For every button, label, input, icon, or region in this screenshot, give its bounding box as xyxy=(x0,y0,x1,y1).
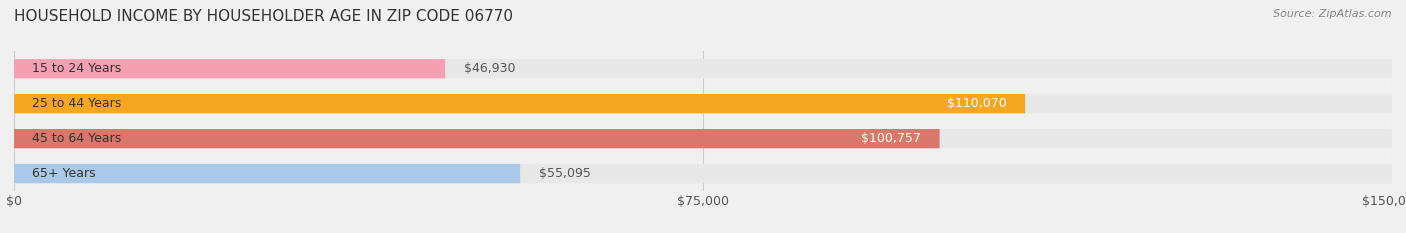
Text: 65+ Years: 65+ Years xyxy=(32,167,96,180)
FancyBboxPatch shape xyxy=(14,164,520,183)
Text: HOUSEHOLD INCOME BY HOUSEHOLDER AGE IN ZIP CODE 06770: HOUSEHOLD INCOME BY HOUSEHOLDER AGE IN Z… xyxy=(14,9,513,24)
FancyBboxPatch shape xyxy=(14,59,446,78)
Text: $110,070: $110,070 xyxy=(948,97,1007,110)
FancyBboxPatch shape xyxy=(14,129,939,148)
Text: $46,930: $46,930 xyxy=(464,62,515,75)
Text: $100,757: $100,757 xyxy=(862,132,921,145)
FancyBboxPatch shape xyxy=(14,94,1392,113)
FancyBboxPatch shape xyxy=(14,59,1392,78)
Text: 45 to 64 Years: 45 to 64 Years xyxy=(32,132,122,145)
Text: 15 to 24 Years: 15 to 24 Years xyxy=(32,62,122,75)
Text: $55,095: $55,095 xyxy=(538,167,591,180)
FancyBboxPatch shape xyxy=(14,164,1392,183)
Text: Source: ZipAtlas.com: Source: ZipAtlas.com xyxy=(1274,9,1392,19)
Text: 25 to 44 Years: 25 to 44 Years xyxy=(32,97,122,110)
FancyBboxPatch shape xyxy=(14,129,1392,148)
FancyBboxPatch shape xyxy=(14,94,1025,113)
